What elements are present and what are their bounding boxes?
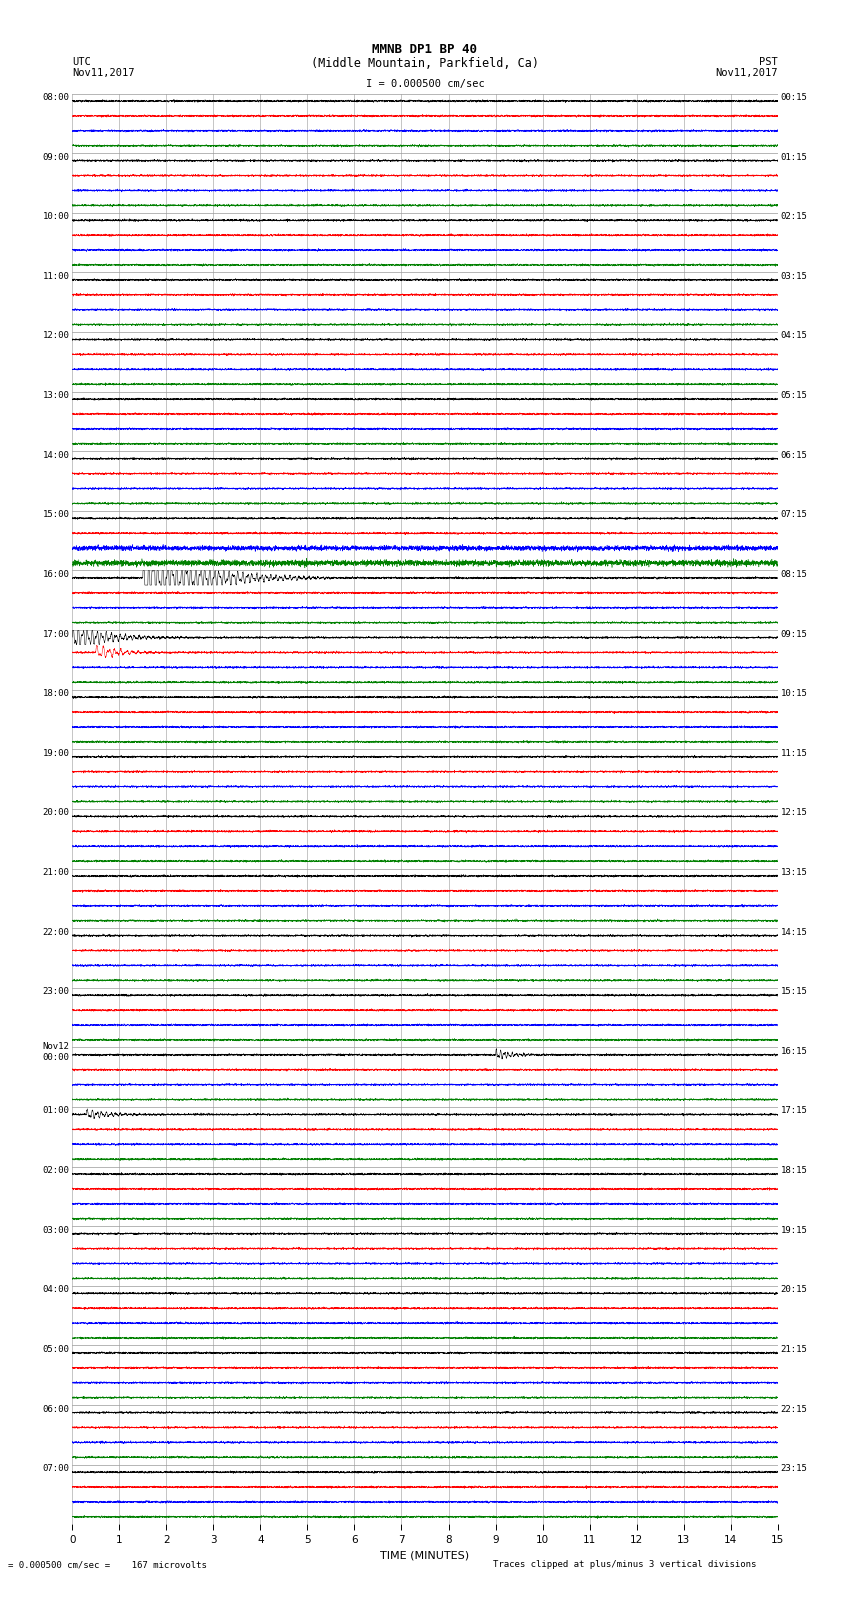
Text: Nov11,2017: Nov11,2017 <box>715 68 778 77</box>
Text: (Middle Mountain, Parkfield, Ca): (Middle Mountain, Parkfield, Ca) <box>311 58 539 71</box>
Text: Nov11,2017: Nov11,2017 <box>72 68 135 77</box>
Text: Traces clipped at plus/minus 3 vertical divisions: Traces clipped at plus/minus 3 vertical … <box>493 1560 756 1569</box>
Text: = 0.000500 cm/sec =    167 microvolts: = 0.000500 cm/sec = 167 microvolts <box>8 1560 207 1569</box>
X-axis label: TIME (MINUTES): TIME (MINUTES) <box>381 1550 469 1560</box>
Text: I = 0.000500 cm/sec: I = 0.000500 cm/sec <box>366 79 484 89</box>
Text: MMNB DP1 BP 40: MMNB DP1 BP 40 <box>372 44 478 56</box>
Text: UTC: UTC <box>72 58 91 68</box>
Text: PST: PST <box>759 58 778 68</box>
